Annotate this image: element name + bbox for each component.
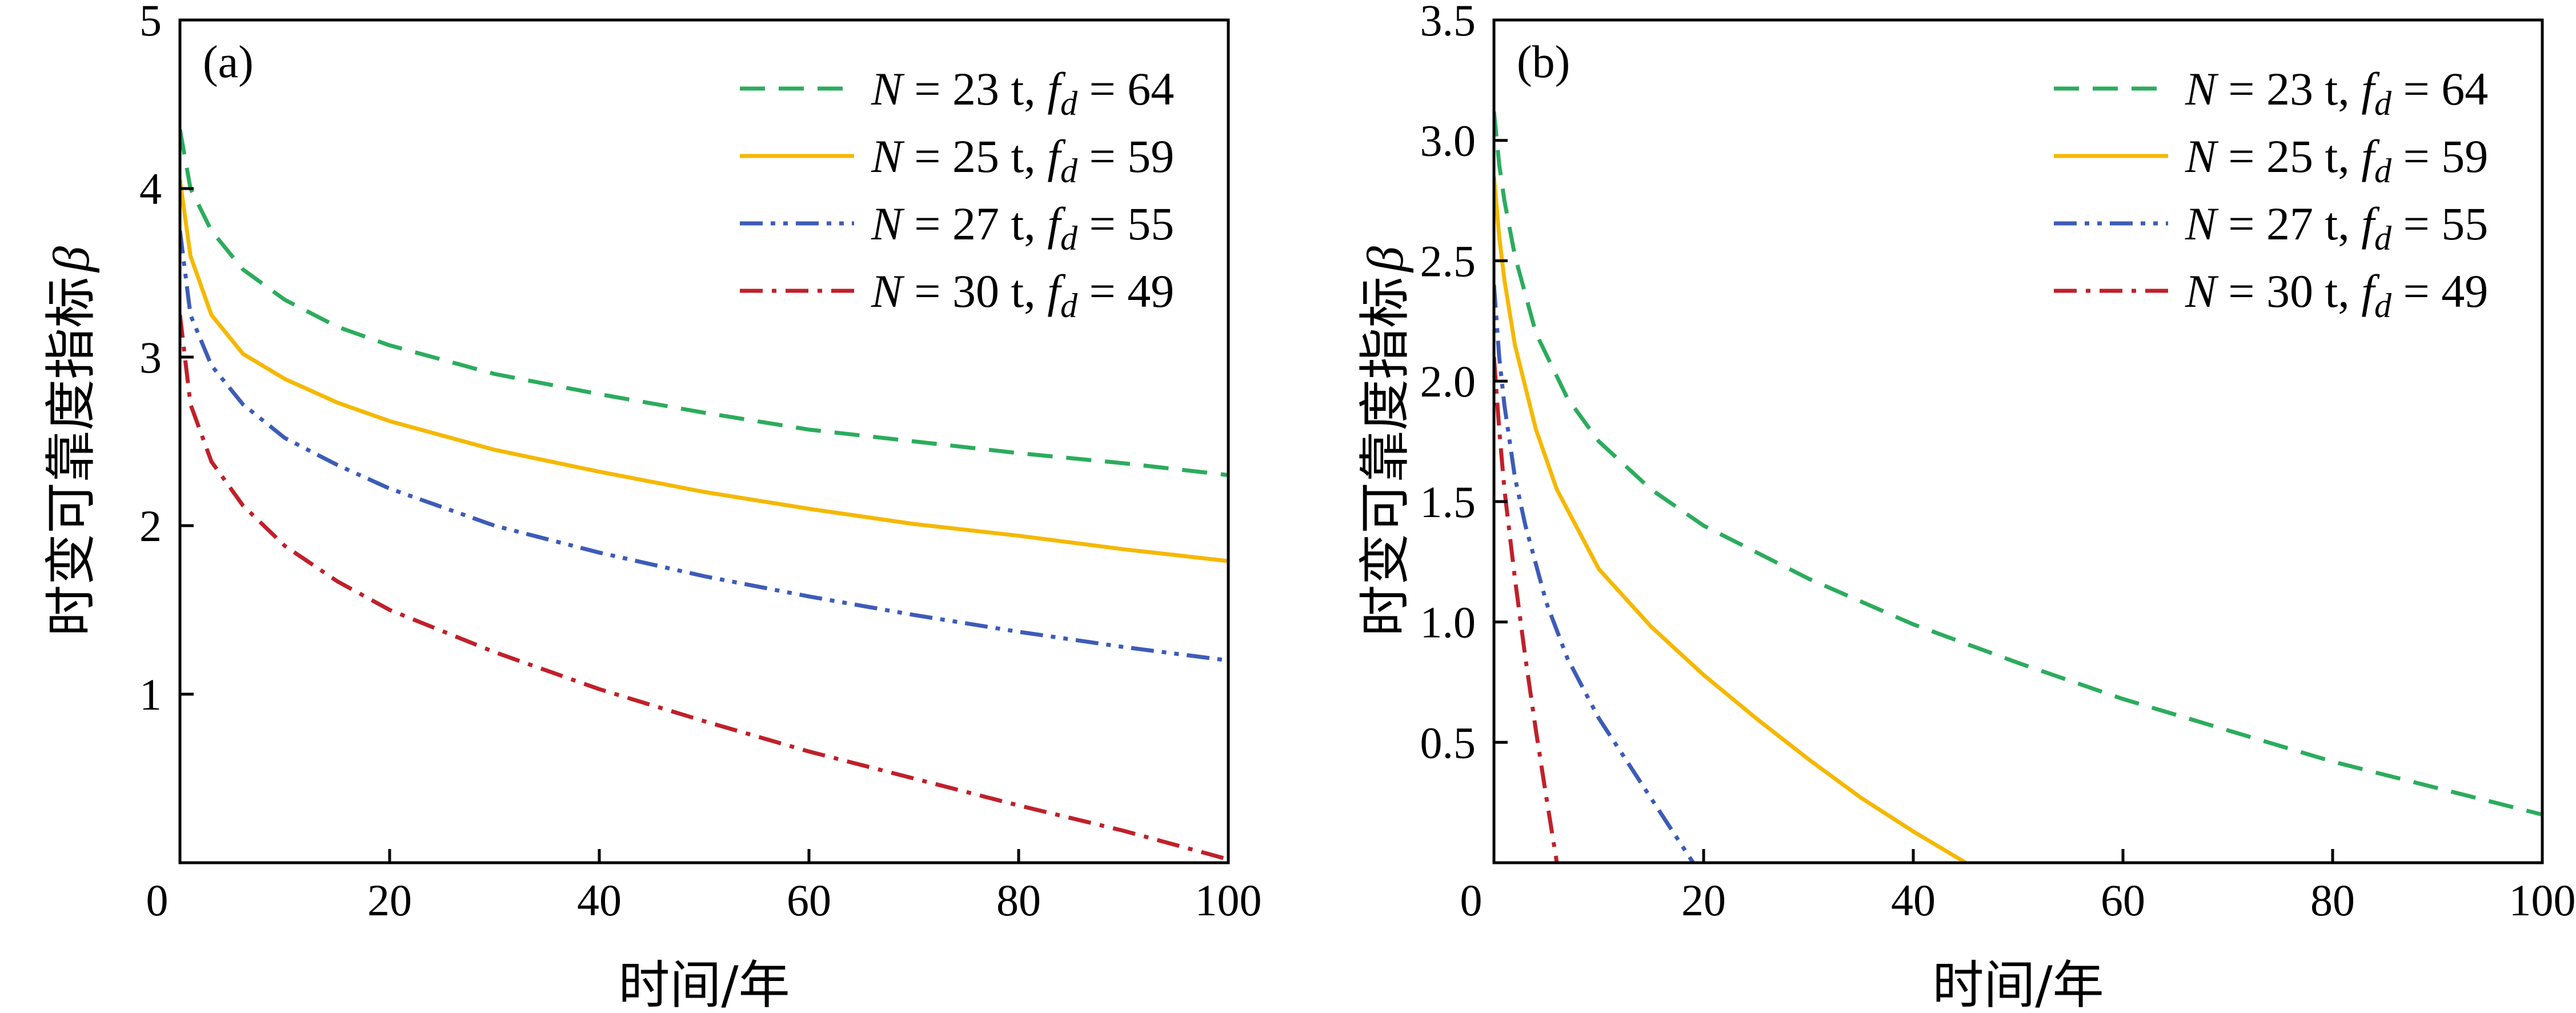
legend-label-4: N = 30 t, fd = 49 [2185, 265, 2488, 325]
legend-label-2: N = 25 t, fd = 59 [2185, 130, 2488, 190]
series-line-3 [1494, 285, 1695, 863]
y-tick-label: 5 [139, 0, 162, 45]
y-tick-label: 1.0 [1420, 598, 1476, 647]
y-tick-label: 1.5 [1420, 477, 1476, 527]
y-tick-label: 3.5 [1420, 0, 1476, 45]
y-tick-label: 4 [139, 164, 162, 214]
legend-label-3: N = 27 t, fd = 55 [2185, 198, 2488, 257]
x-tick-label: 80 [996, 875, 1041, 925]
plot-frame [1492, 18, 2544, 864]
y-axis-label: 时变可靠度指标β [1355, 246, 1415, 636]
x-tick-label: 80 [2310, 875, 2355, 925]
y-tick-label: 2.0 [1420, 357, 1476, 406]
panel-label: (a) [203, 37, 254, 87]
panel-b: 20 40 60 80 100 0 0.5 1.0 1.5 2.0 2.5 3.0 3.5 时间/年 时变可… [1355, 0, 2576, 1013]
panel-a: 20 40 60 80 100 0 1 2 3 4 5 时间/年 时变可靠度指标β (a) N = 23 t… [41, 0, 1262, 1013]
x-tick-label: 100 [2509, 875, 2576, 925]
y-tick-label: 3.0 [1420, 116, 1476, 166]
y-tick-label: 1 [139, 670, 162, 719]
y-tick-label: 3 [139, 333, 162, 382]
x-axis-label: 时间/年 [618, 955, 790, 1013]
x-axis-label: 时间/年 [1932, 955, 2104, 1013]
x-tick-label: 100 [1195, 875, 1262, 925]
legend-label-1: N = 23 t, fd = 64 [871, 63, 1174, 122]
panel-label: (b) [1517, 37, 1570, 87]
series-line-4 [180, 314, 1228, 862]
series-line-2 [180, 179, 1228, 563]
x-tick-label: 60 [787, 875, 831, 925]
y-tick-label: 2.5 [1420, 236, 1476, 286]
legend-label-2: N = 25 t, fd = 59 [871, 130, 1174, 190]
y-axis-label: 时变可靠度指标β [41, 246, 101, 636]
x-tick-label: 60 [2101, 875, 2145, 925]
series-line-4 [1494, 357, 1559, 863]
legend-label-3: N = 27 t, fd = 55 [871, 198, 1174, 257]
origin-label: 0 [146, 875, 169, 925]
series-line-1 [1494, 111, 2542, 817]
y-tick-label: 0.5 [1420, 718, 1476, 767]
x-tick-label: 40 [1891, 875, 1936, 925]
series-line-3 [180, 230, 1228, 663]
x-tick-label: 20 [367, 875, 412, 925]
series-line-1 [180, 129, 1228, 477]
legend-label-4: N = 30 t, fd = 49 [871, 265, 1174, 325]
plot-frame [178, 18, 1230, 864]
x-tick-label: 40 [577, 875, 622, 925]
x-tick-label: 20 [1681, 875, 1726, 925]
origin-label: 0 [1460, 875, 1483, 925]
series-line-2 [1494, 176, 1967, 863]
y-tick-label: 2 [139, 501, 162, 551]
legend-label-1: N = 23 t, fd = 64 [2185, 63, 2488, 122]
